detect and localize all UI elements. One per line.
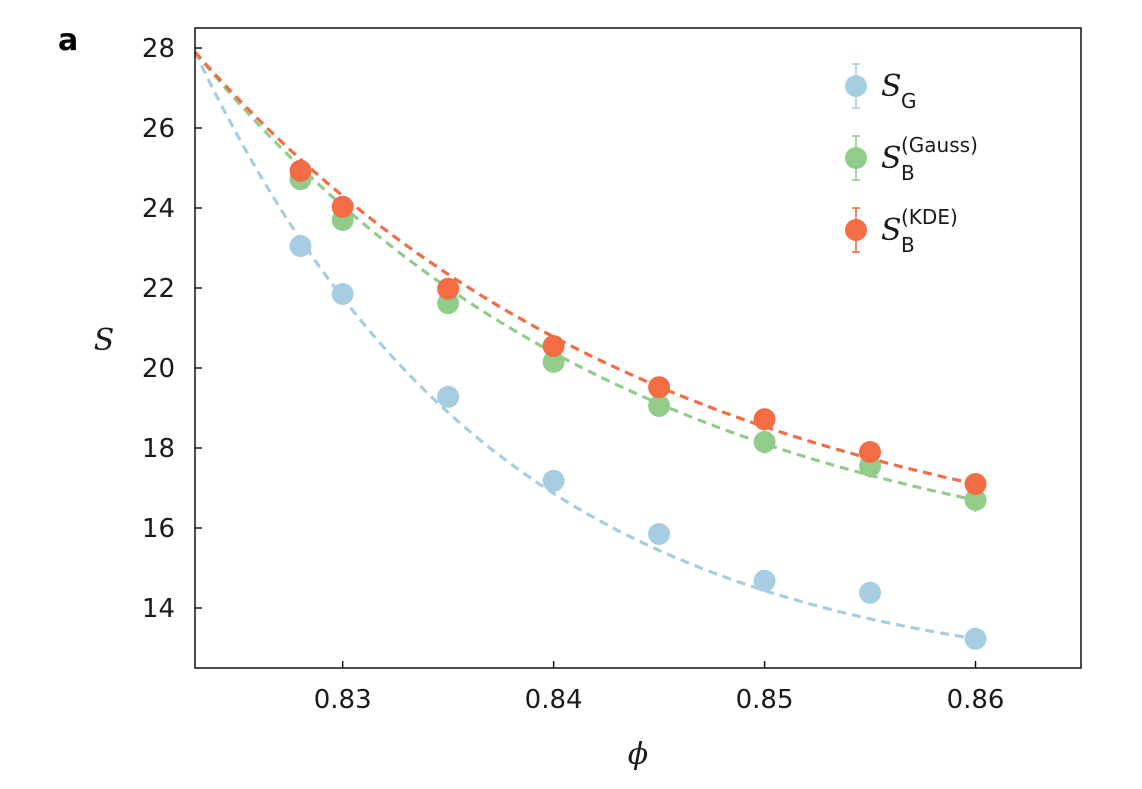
y-tick-label: 14	[142, 594, 175, 624]
data-point	[964, 489, 987, 511]
y-tick-label: 18	[142, 434, 175, 464]
fit-curves	[193, 50, 976, 641]
data-point	[753, 569, 776, 592]
y-tick-label: 28	[142, 34, 175, 64]
data-point	[542, 469, 565, 492]
legend-label: S	[881, 213, 902, 248]
data-point	[859, 581, 882, 604]
plot-frame	[194, 27, 1082, 669]
x-tick-label: 0.86	[947, 685, 1005, 715]
data-point	[964, 627, 987, 650]
data-point	[289, 235, 312, 257]
data-point	[648, 376, 671, 399]
panel-label: a	[58, 23, 78, 58]
legend-superscript: (KDE)	[901, 205, 958, 229]
data-point	[542, 335, 565, 357]
legend-subscript: B	[901, 161, 915, 185]
data-points	[289, 159, 987, 650]
data-point	[289, 159, 312, 182]
legend-subscript: B	[901, 233, 915, 257]
x-axis-label: ϕ	[628, 737, 648, 772]
y-tick-label: 16	[142, 514, 175, 544]
legend-marker	[845, 75, 867, 97]
legend-marker	[845, 147, 867, 169]
fit-curve	[193, 50, 976, 486]
data-point	[648, 523, 671, 545]
data-point	[648, 395, 671, 417]
fit-curve	[193, 50, 976, 502]
y-tick-label: 20	[142, 354, 175, 384]
x-tick-label: 0.84	[525, 685, 583, 715]
data-point	[437, 385, 460, 408]
x-axis: 0.83 0.84 0.85 0.86	[314, 661, 1005, 715]
legend-subscript: G	[901, 89, 917, 113]
legend-superscript: (Gauss)	[901, 133, 978, 157]
y-axis-label: S	[94, 323, 115, 358]
data-point	[542, 351, 565, 373]
data-point	[437, 277, 460, 300]
data-point	[331, 283, 354, 305]
data-point	[753, 408, 776, 431]
y-tick-label: 24	[142, 194, 175, 224]
data-point	[331, 195, 354, 218]
legend-marker	[845, 219, 867, 241]
legend: S GS B(Gauss)S B(KDE)	[845, 63, 978, 257]
x-tick-label: 0.85	[736, 685, 794, 715]
legend-label: S	[881, 69, 902, 104]
x-tick-label: 0.83	[314, 685, 372, 715]
y-tick-label: 22	[142, 274, 175, 304]
fit-curve	[193, 51, 976, 641]
y-tick-label: 26	[142, 114, 175, 144]
data-point	[964, 473, 987, 495]
data-point	[859, 441, 882, 463]
legend-label: S	[881, 141, 902, 176]
y-axis: 14 16 18 20 22 24 26 28	[142, 34, 202, 624]
data-point	[753, 431, 776, 453]
